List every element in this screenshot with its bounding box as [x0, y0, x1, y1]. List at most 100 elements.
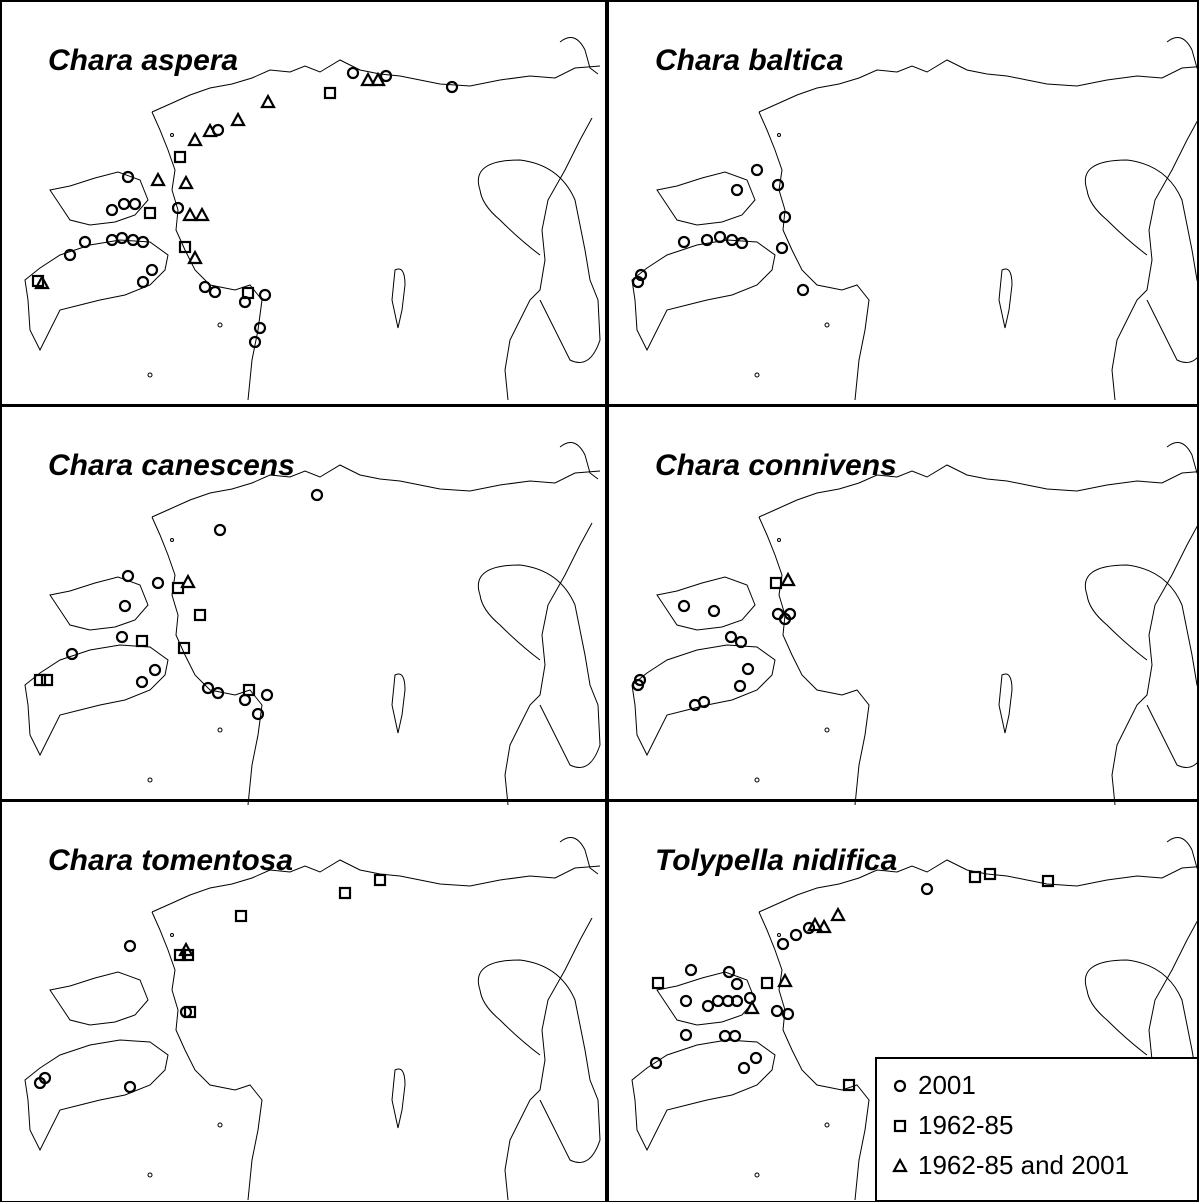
marker-2001: [128, 197, 142, 211]
marker-1962-85: [760, 976, 774, 990]
panel-title: Chara aspera: [48, 44, 238, 77]
map-panel: Chara aspera: [0, 0, 607, 406]
marker-2001: [778, 612, 792, 626]
marker-2001: [260, 688, 274, 702]
marker-2001: [684, 963, 698, 977]
marker-2001: [750, 163, 764, 177]
marker-2001: [445, 80, 459, 94]
marker-both: [150, 171, 166, 187]
marker-1962-85: [968, 870, 982, 884]
marker-2001: [211, 686, 225, 700]
marker-2001: [248, 335, 262, 349]
legend-label: 1962-85: [918, 1110, 1013, 1140]
marker-2001: [688, 698, 702, 712]
marker-2001: [379, 69, 393, 83]
marker-2001: [631, 678, 645, 692]
marker-1962-85: [234, 909, 248, 923]
panel-title: Chara connivens: [655, 449, 897, 482]
marker-2001: [711, 994, 725, 1008]
map-panel: Chara connivens: [607, 405, 1199, 806]
map-panel: Chara tomentosa: [0, 800, 607, 1202]
marker-1962-85: [181, 948, 195, 962]
marker-1962-85: [242, 683, 256, 697]
panel-title: Chara canescens: [48, 449, 295, 482]
marker-2001: [253, 321, 267, 335]
marker-2001: [730, 994, 744, 1008]
marker-2001: [126, 233, 140, 247]
marker-both: [780, 571, 796, 587]
marker-2001: [65, 647, 79, 661]
marker-2001: [201, 681, 215, 695]
marker-1962-85: [177, 641, 191, 655]
marker-2001: [677, 235, 691, 249]
marker-2001: [718, 1029, 732, 1043]
marker-2001: [310, 488, 324, 502]
marker-2001: [115, 630, 129, 644]
panel-border: [0, 800, 607, 1202]
marker-1962-85: [323, 86, 337, 100]
marker-2001: [33, 1076, 47, 1090]
marker-2001: [677, 599, 691, 613]
coastline-shape: [631, 37, 1199, 401]
marker-2001: [771, 607, 785, 621]
marker-2001: [346, 66, 360, 80]
marker-1962-85: [651, 976, 665, 990]
marker-2001: [634, 268, 648, 282]
coastline: [631, 442, 1199, 806]
map-panel: Tolypella nidifica: [607, 800, 1199, 1202]
marker-2001: [63, 248, 77, 262]
marker-2001: [238, 295, 252, 309]
marker-both: [202, 122, 218, 138]
panel-title: Tolypella nidifica: [655, 844, 897, 877]
coastline-shape: [24, 837, 601, 1201]
coastline-shape: [631, 442, 1199, 806]
marker-both: [34, 274, 50, 290]
marker-2001: [743, 991, 757, 1005]
marker-2001: [631, 275, 645, 289]
marker-both: [187, 131, 203, 147]
marker-2001: [796, 283, 810, 297]
marker-1962-85: [373, 873, 387, 887]
marker-2001: [251, 707, 265, 721]
map-panel: Chara canescens: [0, 405, 607, 806]
map-panel: Chara baltica: [607, 0, 1199, 406]
marker-2001: [893, 1079, 907, 1093]
marker-2001: [775, 241, 789, 255]
marker-1962-85: [135, 634, 149, 648]
marker-2001: [770, 1004, 784, 1018]
marker-both: [182, 206, 198, 222]
marker-2001: [238, 693, 252, 707]
marker-2001: [258, 288, 272, 302]
marker-2001: [733, 679, 747, 693]
marker-1962-85: [1041, 874, 1055, 888]
coastline-shape: [24, 37, 601, 401]
marker-2001: [713, 230, 727, 244]
marker-both: [230, 111, 246, 127]
marker-both: [777, 972, 793, 988]
marker-both: [816, 918, 832, 934]
marker-both: [370, 71, 386, 87]
coastline: [631, 37, 1199, 401]
marker-both: [194, 206, 210, 222]
marker-2001: [781, 1007, 795, 1021]
marker-2001: [679, 994, 693, 1008]
marker-2001: [117, 197, 131, 211]
marker-both: [830, 906, 846, 922]
legend: 2001 1962-85 1962-85 and 2001: [875, 1057, 1199, 1202]
coastline: [24, 837, 601, 1201]
marker-2001: [78, 235, 92, 249]
marker-2001: [123, 1080, 137, 1094]
marker-2001: [749, 1051, 763, 1065]
coastline: [24, 37, 601, 401]
marker-both: [892, 1157, 908, 1173]
marker-2001: [105, 233, 119, 247]
marker-1962-85: [173, 948, 187, 962]
marker-both: [178, 174, 194, 190]
marker-1962-85: [33, 673, 47, 687]
marker-2001: [734, 635, 748, 649]
marker-1962-85: [983, 867, 997, 881]
marker-2001: [920, 882, 934, 896]
marker-1962-85: [193, 608, 207, 622]
